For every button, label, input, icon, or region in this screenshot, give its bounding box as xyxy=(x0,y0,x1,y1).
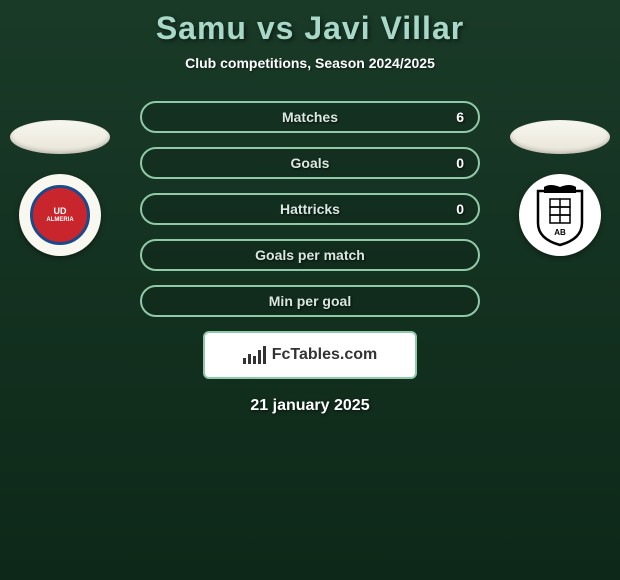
date-text: 21 january 2025 xyxy=(0,397,620,415)
chart-icon xyxy=(243,346,266,364)
stat-value-right: 0 xyxy=(456,201,464,217)
logo-text: FcTables.com xyxy=(272,346,378,364)
stat-label: Matches xyxy=(282,109,338,125)
stat-value-right: 0 xyxy=(456,155,464,171)
player-left-container: UD ALMERIA xyxy=(10,120,110,256)
stat-label: Goals per match xyxy=(255,247,365,263)
player-right-container: AB xyxy=(510,120,610,256)
stat-row-hattricks: Hattricks 0 xyxy=(140,193,480,225)
page-title: Samu vs Javi Villar xyxy=(0,10,620,47)
club-badge-left: UD ALMERIA xyxy=(19,174,101,256)
subtitle: Club competitions, Season 2024/2025 xyxy=(0,55,620,71)
club-left-text-top: UD xyxy=(54,207,67,217)
stat-label: Hattricks xyxy=(280,201,340,217)
club-left-text-bottom: ALMERIA xyxy=(46,217,73,224)
stat-label: Goals xyxy=(291,155,330,171)
player-right-oval xyxy=(510,120,610,154)
stat-row-matches: Matches 6 xyxy=(140,101,480,133)
svg-text:AB: AB xyxy=(554,228,566,237)
club-badge-right: AB xyxy=(519,174,601,256)
stat-label: Min per goal xyxy=(269,293,351,309)
stat-row-min-per-goal: Min per goal xyxy=(140,285,480,317)
stat-value-right: 6 xyxy=(456,109,464,125)
stat-row-goals-per-match: Goals per match xyxy=(140,239,480,271)
logo-box[interactable]: FcTables.com xyxy=(203,331,417,379)
club-badge-right-inner: AB xyxy=(530,183,590,247)
stat-row-goals: Goals 0 xyxy=(140,147,480,179)
stats-container: Matches 6 Goals 0 Hattricks 0 Goals per … xyxy=(140,101,480,317)
club-badge-left-inner: UD ALMERIA xyxy=(30,185,90,245)
player-left-oval xyxy=(10,120,110,154)
